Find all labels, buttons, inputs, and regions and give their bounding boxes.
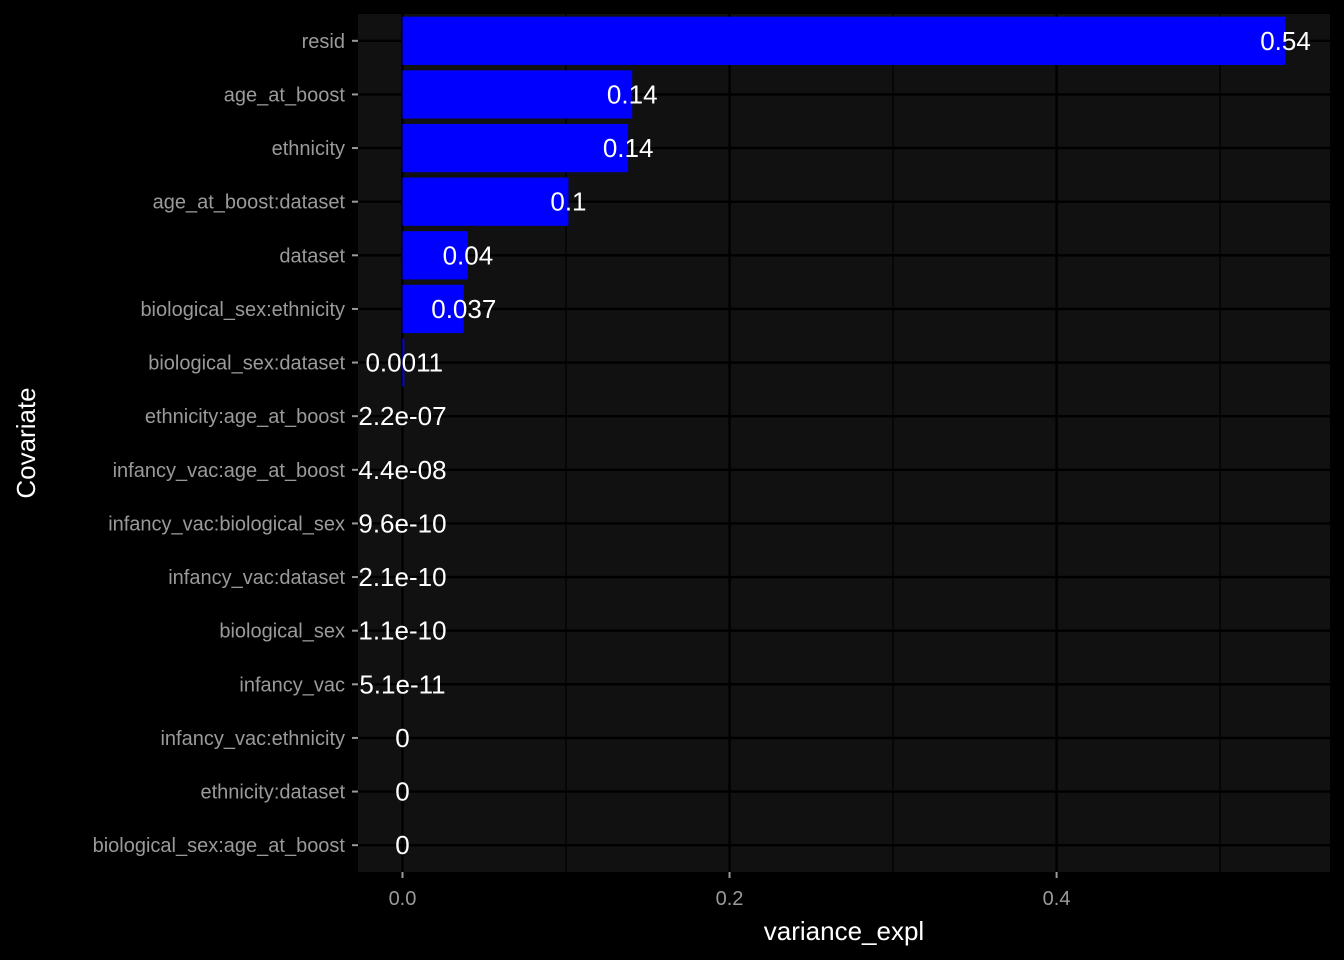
x-tick-label: 0.4 bbox=[1043, 888, 1071, 910]
data-label: 0 bbox=[395, 830, 409, 860]
data-label: 2.1e-10 bbox=[358, 562, 446, 592]
y-tick-label: infancy_vac:biological_sex bbox=[108, 513, 345, 535]
data-label: 4.4e-08 bbox=[358, 455, 446, 485]
data-label: 0.04 bbox=[443, 240, 494, 270]
y-tick-label: biological_sex:ethnicity bbox=[140, 299, 345, 321]
y-tick-label: infancy_vac:ethnicity bbox=[160, 728, 345, 750]
y-axis-title: Covariate bbox=[11, 387, 41, 498]
y-axis: resid age_at_boost ethnicity age_at_boost:d… bbox=[93, 31, 358, 857]
bar bbox=[402, 123, 629, 173]
x-tick-label: 0.0 bbox=[389, 888, 417, 910]
data-label: 2.2e-07 bbox=[358, 401, 446, 431]
data-label: 0 bbox=[395, 723, 409, 753]
data-label: 0.14 bbox=[607, 79, 658, 109]
bar bbox=[402, 231, 468, 280]
x-tick-label: 0.2 bbox=[716, 888, 744, 910]
y-tick-label: ethnicity:age_at_boost bbox=[145, 406, 346, 428]
y-tick-label: biological_sex:dataset bbox=[148, 353, 345, 375]
bar bbox=[402, 177, 569, 226]
data-label: 0.037 bbox=[431, 294, 496, 324]
bar bbox=[402, 284, 464, 334]
data-label: 9.6e-10 bbox=[358, 508, 446, 538]
data-label: 0.0011 bbox=[365, 348, 443, 378]
data-label: 5.1e-11 bbox=[359, 669, 445, 699]
y-tick-label: resid bbox=[302, 31, 345, 53]
y-tick-label: ethnicity:dataset bbox=[200, 782, 345, 804]
data-label: 0.14 bbox=[603, 133, 654, 163]
bar bbox=[402, 338, 405, 387]
y-tick-label: age_at_boost bbox=[224, 84, 346, 106]
x-axis: 0.0 0.2 0.4 bbox=[389, 872, 1071, 910]
data-label: 1.1e-10 bbox=[358, 616, 446, 646]
y-tick-label: ethnicity bbox=[272, 138, 345, 160]
y-tick-label: infancy_vac:age_at_boost bbox=[113, 460, 346, 482]
bar bbox=[402, 16, 1286, 65]
y-tick-label: infancy_vac:dataset bbox=[168, 567, 345, 589]
y-tick-label: dataset bbox=[279, 245, 345, 267]
y-tick-label: infancy_vac bbox=[239, 674, 345, 696]
data-label: 0.54 bbox=[1260, 26, 1311, 56]
bar bbox=[402, 70, 633, 119]
data-label: 0.1 bbox=[550, 187, 586, 217]
bars bbox=[402, 16, 1286, 494]
x-axis-title: variance_expl bbox=[764, 916, 924, 946]
data-label: 0 bbox=[395, 777, 409, 807]
y-tick-label: biological_sex:age_at_boost bbox=[93, 835, 346, 857]
y-tick-label: age_at_boost:dataset bbox=[153, 192, 346, 214]
y-tick-label: biological_sex bbox=[219, 621, 345, 643]
data-labels: 0.54 0.14 0.14 0.1 0.04 0.037 0.0011 2.2e-07 4.4… bbox=[358, 26, 1310, 860]
